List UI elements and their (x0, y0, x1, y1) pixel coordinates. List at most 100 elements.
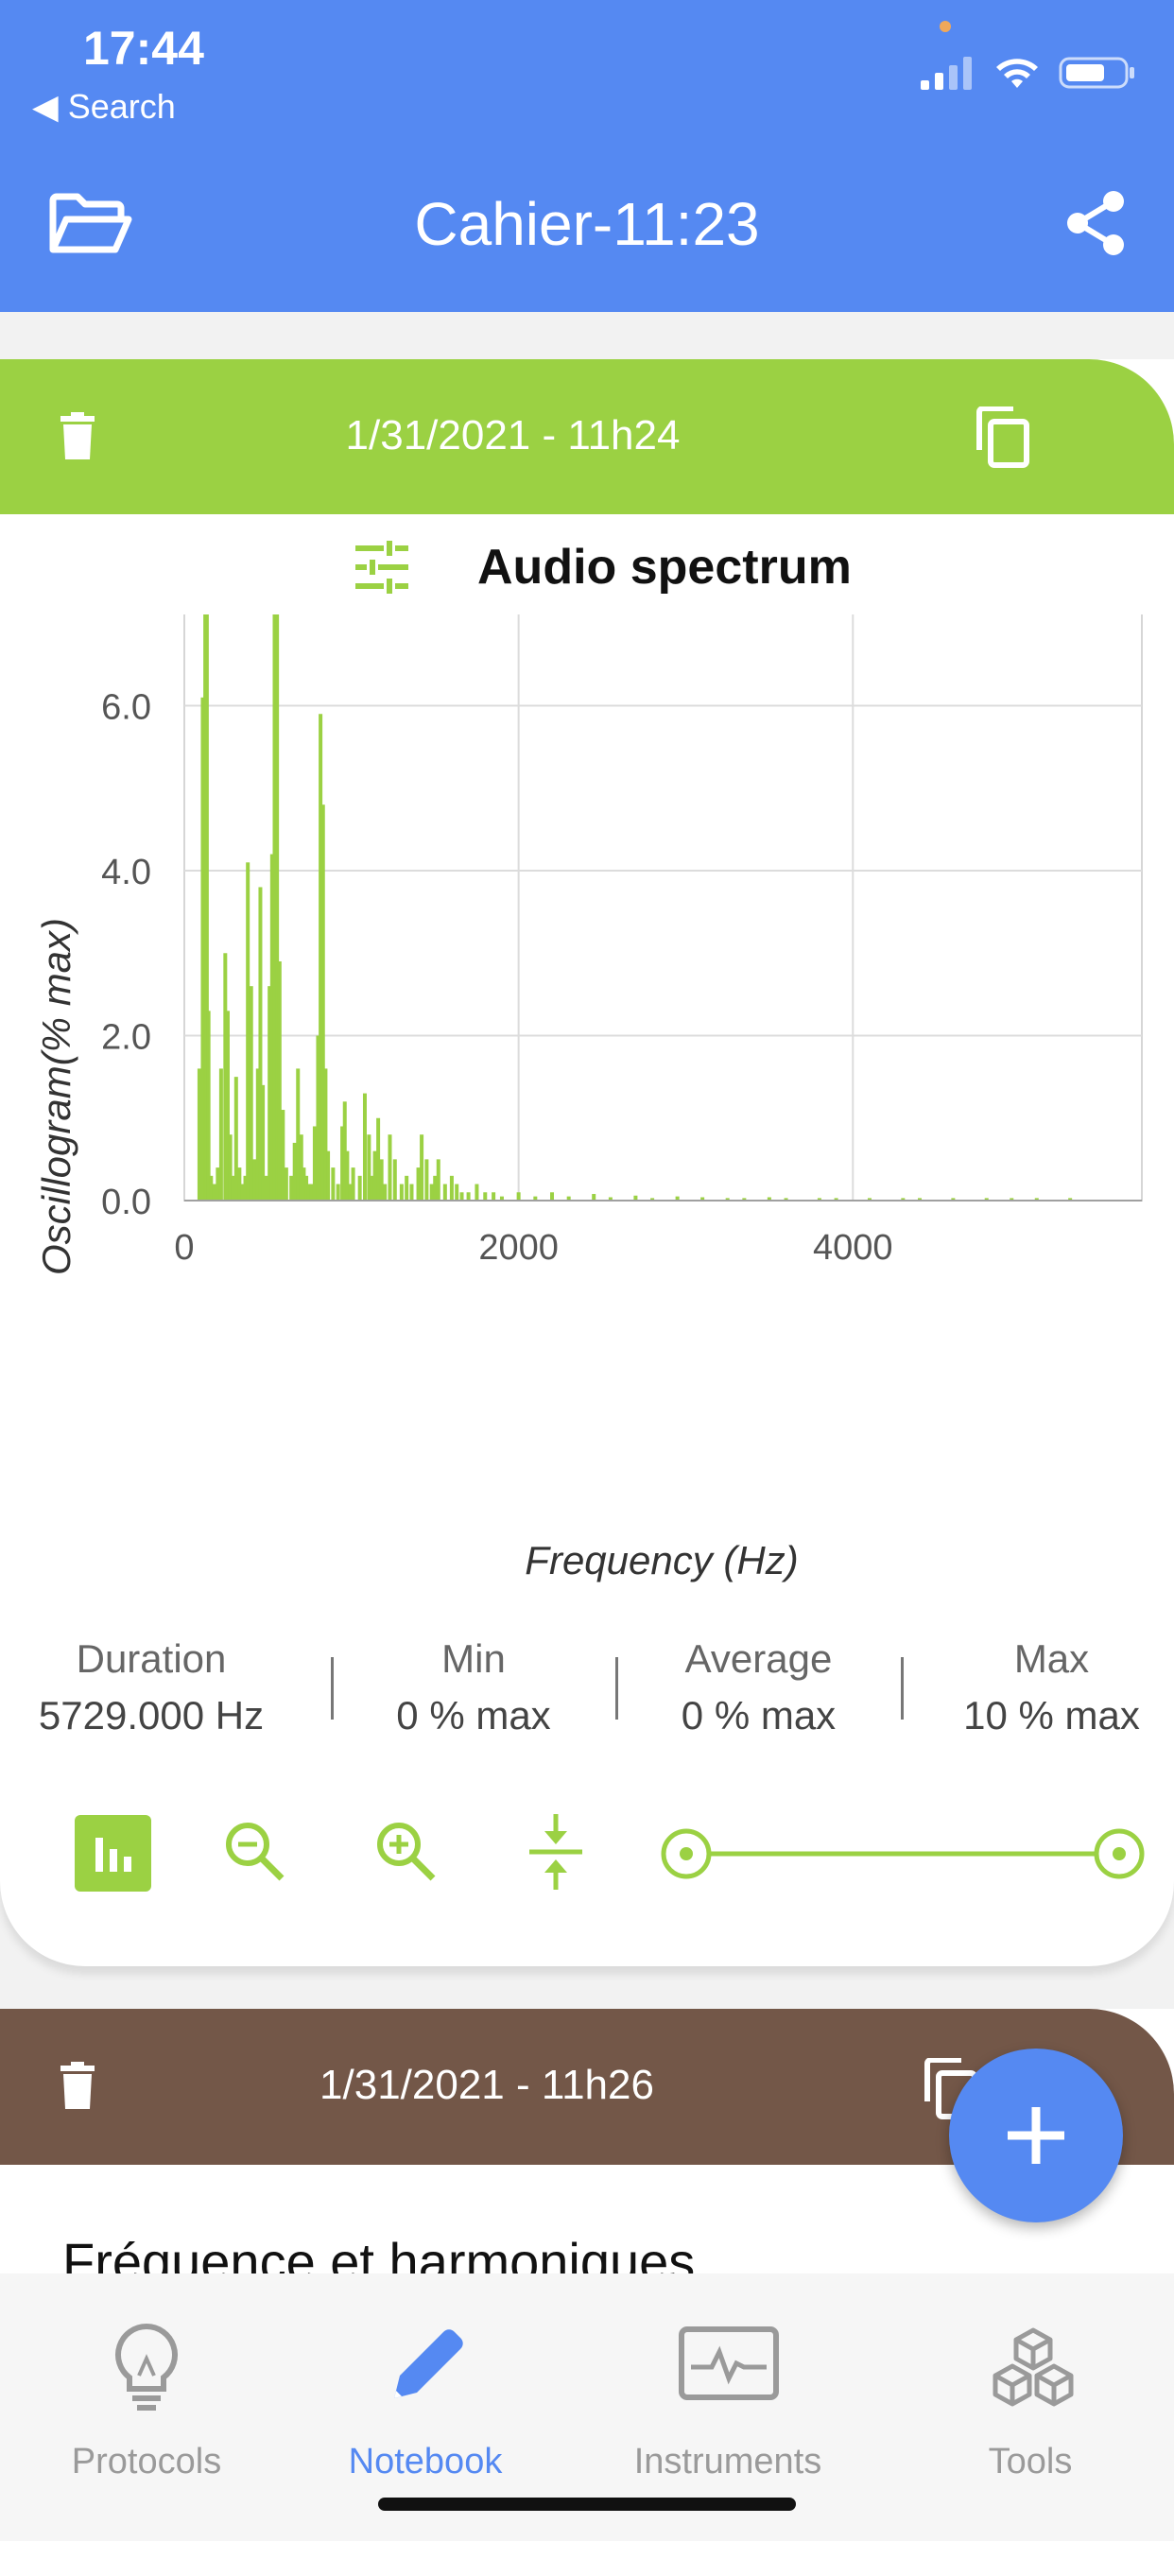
spectrum-bar (370, 1175, 374, 1201)
spectrum-bar (218, 1068, 223, 1201)
bar-chart-toggle-button[interactable] (75, 1815, 151, 1892)
spectrum-bar (416, 1167, 421, 1201)
stat-value: 5729.000 Hz (38, 1693, 265, 1738)
x-axis-label: Frequency (Hz) (525, 1538, 798, 1582)
spectrum-bar (918, 1198, 923, 1201)
notebook-entry-card: 1/31/2021 - 11h24 Audio spectrum 0.0 2.0 4… (0, 359, 1174, 1966)
spectrum-bar (449, 1175, 454, 1201)
stat-min: Min 0 % max (350, 1631, 597, 1744)
stat-value: 0 % max (681, 1693, 837, 1738)
spectrum-bar (742, 1198, 747, 1201)
spectrum-bar (433, 1175, 438, 1201)
spectrum-bar (264, 1175, 268, 1201)
y-tick-label: 4.0 (101, 853, 151, 892)
entry-date: 1/31/2021 - 11h24 (345, 412, 681, 458)
spectrum-bar (336, 1184, 340, 1201)
cubes-icon (993, 2327, 1074, 2407)
spectrum-bar (292, 1142, 297, 1201)
spectrum-bar (376, 1117, 381, 1201)
spectrum-bar (223, 953, 228, 1201)
trash-icon[interactable] (59, 412, 96, 461)
spectrum-bar (231, 1175, 235, 1201)
spectrum-bar (342, 1101, 347, 1201)
home-indicator (378, 2498, 796, 2511)
nav-item-notebook[interactable]: Notebook (279, 2273, 572, 2541)
spectrum-bar (429, 1184, 434, 1201)
x-tick-label: 4000 (813, 1228, 893, 1268)
stats-row: Duration 5729.000 Hz Min 0 % max Average… (0, 1631, 1174, 1744)
lightbulb-icon (115, 2323, 178, 2411)
spectrum-bar (901, 1198, 906, 1201)
status-icons (919, 49, 1136, 96)
stat-label: Max (1013, 1636, 1090, 1681)
nav-item-instruments[interactable]: Instruments (581, 2273, 874, 2541)
back-to-search-link[interactable]: ◀ Search (32, 87, 176, 126)
entry-date: 1/31/2021 - 11h26 (319, 2062, 654, 2108)
spectrum-bar (309, 1184, 314, 1201)
spectrum-bar (340, 1126, 345, 1201)
zoom-out-icon[interactable] (223, 1820, 287, 1884)
spectrum-bar (475, 1184, 479, 1201)
nav-label: Tools (988, 2442, 1073, 2481)
nav-label: Notebook (348, 2442, 503, 2481)
settings-sliders-icon[interactable] (354, 541, 410, 594)
spectrum-bar (409, 1184, 414, 1201)
plus-icon (1008, 2107, 1064, 2164)
range-slider[interactable] (660, 1820, 1151, 1888)
signal-icon (921, 57, 972, 90)
spectrum-bar (420, 1134, 424, 1201)
nav-label: Instruments (633, 2442, 822, 2481)
plot-area (183, 614, 1143, 1202)
trash-icon[interactable] (59, 2062, 96, 2111)
zoom-in-icon[interactable] (374, 1820, 439, 1884)
spectrum-bar (281, 1110, 285, 1201)
spectrum-bar (323, 1068, 328, 1201)
nav-item-tools[interactable]: Tools (884, 2273, 1174, 2541)
y-tick-label: 2.0 (101, 1018, 151, 1058)
spectrum-bar (320, 804, 325, 1201)
spectrum-bar (388, 1134, 392, 1201)
bottom-navigation: Protocols Notebook Instruments Tools (0, 2273, 1174, 2541)
wifi-icon (996, 59, 1038, 88)
spectrum-bar (212, 1184, 216, 1201)
spectrum-bar (499, 1196, 504, 1201)
spectrum-bar (277, 960, 282, 1201)
add-entry-button[interactable] (949, 2049, 1123, 2222)
nav-item-protocols[interactable]: Protocols (0, 2273, 293, 2541)
stat-value: 10 % max (963, 1693, 1140, 1738)
spectrum-bar (566, 1196, 571, 1201)
spectrum-bar (228, 1134, 233, 1201)
folder-open-icon[interactable] (49, 193, 132, 257)
spectrum-bar (784, 1198, 788, 1201)
y-tick-label: 0.0 (101, 1183, 151, 1222)
copy-icon[interactable] (974, 406, 1030, 469)
oscilloscope-icon (679, 2326, 779, 2400)
spectrum-bar (725, 1198, 730, 1201)
spectrum-bar (331, 1167, 336, 1201)
spectrum-bar (312, 1126, 317, 1201)
spectrum-bar (204, 614, 209, 1201)
bar-chart-icon (95, 1838, 131, 1872)
spectrum-bar (516, 1192, 521, 1201)
compress-vertical-icon[interactable] (526, 1812, 586, 1892)
spectrum-bar (466, 1192, 471, 1201)
spectrum-bar (319, 714, 323, 1201)
spectrum-bar (252, 1159, 257, 1201)
spectrum-bar (379, 1159, 384, 1201)
privacy-indicator-dot (940, 21, 951, 32)
spectrum-bar (249, 986, 253, 1201)
spectrum-bar (348, 1184, 353, 1201)
spectrum-bar (592, 1194, 596, 1201)
spectrum-bar (299, 1134, 303, 1201)
share-icon[interactable] (1064, 189, 1127, 257)
spectrum-bar (255, 1068, 260, 1201)
y-axis-label: Oscillogram(% max) (34, 918, 78, 1275)
spectrum-bar (258, 887, 263, 1201)
divider (615, 1657, 618, 1720)
spectrum-bar (240, 1184, 245, 1201)
spectrum-bar (237, 1167, 242, 1201)
app-header: 17:44 ◀ Search Cahier-11:23 (0, 0, 1174, 312)
nav-label: Protocols (71, 2442, 222, 2481)
chart-toolbar (0, 1810, 1174, 1895)
